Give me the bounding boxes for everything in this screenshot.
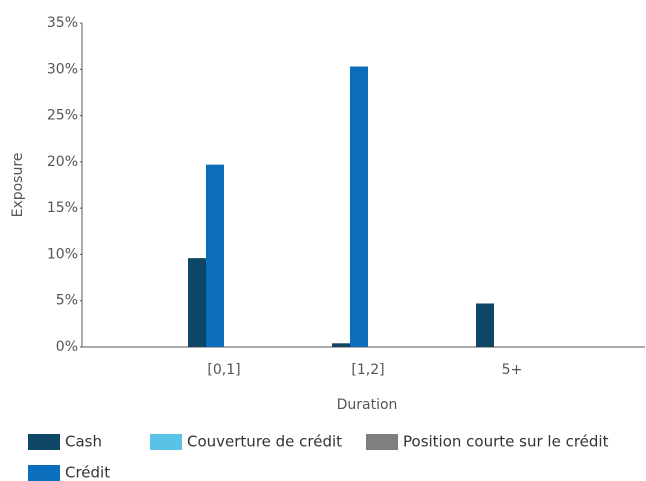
bar — [188, 258, 206, 347]
legend-label: Crédit — [65, 464, 110, 481]
y-tick-label: 5% — [56, 293, 78, 309]
legend-swatch — [150, 434, 182, 450]
legend-label: Couverture de crédit — [187, 433, 342, 451]
legend-label: Cash — [65, 433, 102, 451]
y-tick-label: 20% — [47, 154, 78, 170]
bar — [350, 66, 368, 347]
x-tick-label: [1,2] — [351, 362, 384, 378]
x-axis-label: Duration — [337, 397, 398, 413]
y-tick-label: 0% — [56, 339, 78, 355]
bar — [206, 164, 224, 347]
x-tick-label: 5+ — [502, 362, 523, 378]
legend-swatch — [28, 434, 60, 450]
y-tick-label: 35% — [47, 15, 78, 31]
x-tick-label: [0,1] — [207, 362, 240, 378]
legend-swatch — [366, 434, 398, 450]
y-axis-label: Exposure — [10, 153, 26, 218]
bar — [476, 303, 494, 347]
bar — [332, 343, 350, 347]
legend-swatch — [28, 465, 60, 481]
y-tick-label: 30% — [47, 61, 78, 77]
y-tick-label: 15% — [47, 200, 78, 216]
y-tick-label: 10% — [47, 246, 78, 262]
legend-label: Position courte sur le crédit — [403, 433, 609, 451]
y-tick-label: 25% — [47, 108, 78, 124]
